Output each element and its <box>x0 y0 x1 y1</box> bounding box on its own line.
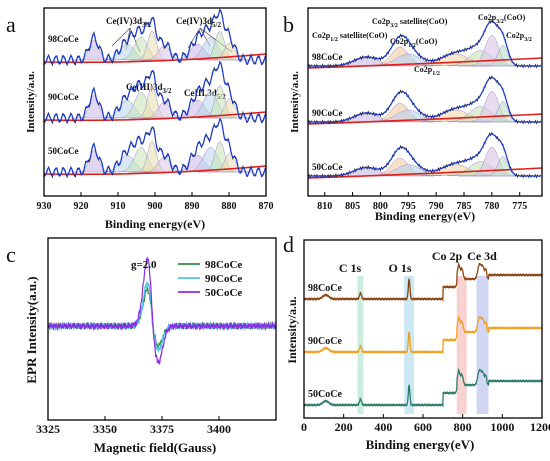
x-tick-label: 3375 <box>150 422 174 436</box>
b-fit-spectrum <box>308 20 541 67</box>
x-tick-label: 795 <box>401 201 416 212</box>
b-x-ticks: 810 805 800 795 790 785 780 775 <box>317 192 527 212</box>
c-g-annotation: g=2.0 <box>131 259 157 271</box>
x-tick-label: 785 <box>457 201 472 212</box>
d-y-label: Intensity/a.u. <box>285 296 299 363</box>
a-x-ticks: 930 920 910 900 890 880 870 <box>37 192 274 212</box>
x-tick-label: 0 <box>301 420 307 434</box>
b-annotation-co2p32-sat: Co2p3/2 satellite(CoO) <box>372 17 448 29</box>
panel-a: a Ce(IV)3d3/2 Ce(IV)3d5/2Ce(III)3d3/2 CeII… <box>6 7 274 231</box>
b-fit-spectrum <box>308 76 541 123</box>
b-plot: 98CoCe 90CoCe 50CoCe Co2p1/2 satellite(CoO)… <box>307 13 543 179</box>
a-series-label: 98CoCe <box>48 34 79 44</box>
x-tick-label: 775 <box>512 201 527 212</box>
x-tick-label: 780 <box>484 201 499 212</box>
d-peak-label: Ce 3d <box>467 249 497 263</box>
x-tick-label: 1200 <box>530 420 550 434</box>
c-series-line-50CoCe <box>47 256 277 365</box>
a-annotation-ce4-32: Ce(IV)3d3/2 <box>106 16 151 29</box>
x-tick-label: 1000 <box>490 420 514 434</box>
d-series-label: 90CoCe <box>308 336 342 347</box>
a-annotation-ce3-32: Ce(III)3d3/2 <box>126 82 172 95</box>
b-y-label: Intensity/a.u. <box>289 71 301 133</box>
panel-b: b 98CoCe 90CoCe 50CoCe Co2p1/2 satellite(Co… <box>283 7 543 223</box>
panel-a-letter: a <box>6 12 16 37</box>
x-tick-label: 800 <box>454 420 472 434</box>
d-peak-labels: C 1s O 1s Co 2p Ce 3d <box>339 249 497 275</box>
b-x-label: Binding energy(eV) <box>375 209 475 223</box>
a-plot: 98CoCe 90CoCe 50CoCe <box>43 8 267 179</box>
d-peak-label: C 1s <box>339 261 362 275</box>
d-highlight-bands <box>357 276 489 414</box>
b-annotation-co2p12-coo: Co2p1/2(CoO) <box>390 37 438 49</box>
panel-d-letter: d <box>283 232 294 257</box>
x-tick-label: 800 <box>373 201 388 212</box>
panel-d: d 98CoCe 90CoCe 50CoCe 0 200 400 600 800 1000 12… <box>283 232 550 452</box>
x-tick-label: 930 <box>37 201 52 212</box>
x-tick-label: 810 <box>317 201 332 212</box>
x-tick-label: 3350 <box>93 422 117 436</box>
panel-b-letter: b <box>283 12 294 37</box>
d-x-ticks: 0 200 400 600 800 1000 1200 <box>301 414 550 434</box>
x-tick-label: 880 <box>222 201 237 212</box>
x-tick-label: 400 <box>374 420 392 434</box>
d-peak-label: Co 2p <box>432 249 463 263</box>
x-tick-label: 890 <box>185 201 200 212</box>
b-series-label: 50CoCe <box>312 162 343 172</box>
d-series-line-98CoCe <box>303 261 543 302</box>
x-tick-label: 910 <box>111 201 126 212</box>
c-legend-label: 98CoCe <box>205 259 242 271</box>
c-x-ticks: 3325 3350 3375 3400 <box>36 416 231 436</box>
a-annotation-pointer <box>111 27 131 47</box>
x-tick-label: 3400 <box>207 422 231 436</box>
x-tick-label: 900 <box>148 201 163 212</box>
d-x-label: Binding energy(eV) <box>366 437 475 452</box>
x-tick-label: 200 <box>335 420 353 434</box>
a-series-label: 90CoCe <box>48 92 79 102</box>
a-fit-spectrum <box>43 61 267 123</box>
a-y-label: Intensity/a.u. <box>25 71 37 133</box>
d-plot: 98CoCe 90CoCe 50CoCe <box>303 261 543 408</box>
panel-c-letter: c <box>6 242 16 267</box>
a-fit-spectrum <box>43 9 267 65</box>
d-series-line-50CoCe <box>303 367 543 408</box>
x-tick-label: 805 <box>345 201 360 212</box>
c-legend-label: 90CoCe <box>205 273 242 285</box>
d-highlight-band <box>456 276 467 414</box>
b-annotation-co2p32: Co2p3/2 <box>506 31 532 43</box>
b-annotation-co2p12: Co2p1/2 <box>414 65 440 77</box>
c-plot <box>47 256 277 365</box>
b-fit-spectrum <box>308 133 541 177</box>
c-y-label: EPR Intensity(a.u.) <box>24 276 39 383</box>
a-series-label: 50CoCe <box>48 146 79 156</box>
panel-c: c 3325 3350 3375 3400 Magnetic field(Gauss)… <box>6 237 277 455</box>
c-legend: 98CoCe 90CoCe 50CoCe <box>178 259 242 299</box>
x-tick-label: 790 <box>429 201 444 212</box>
x-tick-label: 870 <box>259 201 274 212</box>
d-peak-label: O 1s <box>388 261 411 275</box>
x-tick-label: 920 <box>74 201 89 212</box>
a-annotation-ce4-52: Ce(IV)3d5/2 <box>176 16 221 29</box>
panel-b-frame <box>307 7 543 197</box>
d-series-line-90CoCe <box>303 314 543 355</box>
d-highlight-band <box>476 276 489 414</box>
b-annotation-co2p12-sat: Co2p1/2 satellite(CoO) <box>312 31 388 43</box>
c-x-label: Magnetic field(Gauss) <box>94 440 216 455</box>
d-series-label: 98CoCe <box>308 283 342 294</box>
d-highlight-band <box>404 276 415 414</box>
a-x-label: Binding energy(eV) <box>105 217 205 231</box>
b-series-label: 90CoCe <box>312 108 343 118</box>
x-tick-label: 3325 <box>36 422 60 436</box>
b-series-label: 98CoCe <box>312 52 343 62</box>
a-fit-spectrum <box>43 118 267 177</box>
b-annotation-co2p32-coo: Co2p3/2(CoO) <box>478 13 526 25</box>
d-series-label: 50CoCe <box>308 389 342 400</box>
x-tick-label: 600 <box>414 420 432 434</box>
c-legend-label: 50CoCe <box>205 287 242 299</box>
